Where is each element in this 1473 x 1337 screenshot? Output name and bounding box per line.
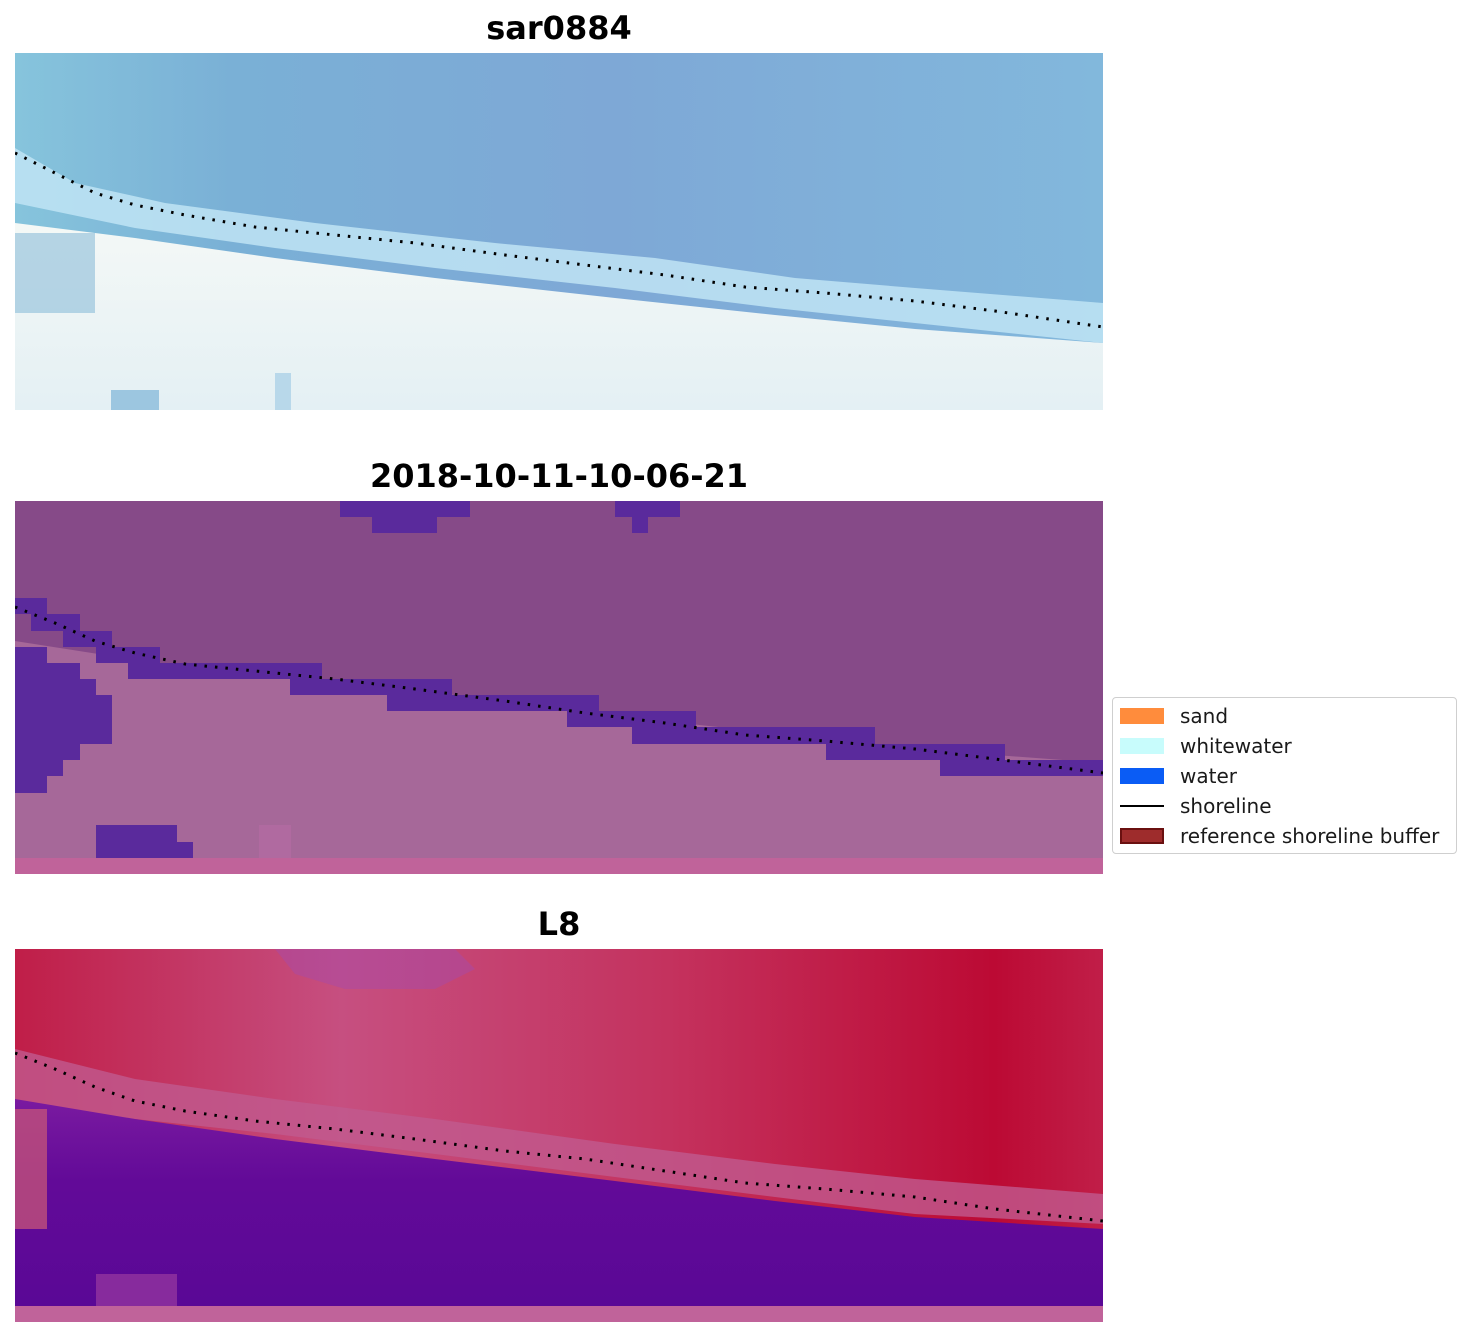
legend: sand whitewater water shoreline referenc… bbox=[1112, 697, 1457, 854]
water-swatch bbox=[1120, 768, 1164, 784]
legend-item-shoreline: shoreline bbox=[1120, 795, 1455, 817]
buffer-block bbox=[96, 842, 193, 858]
legend-item-water: water bbox=[1120, 765, 1455, 787]
buffer-block bbox=[372, 517, 437, 533]
buffer-swatch bbox=[1120, 828, 1164, 844]
edge-strip bbox=[15, 858, 1103, 874]
land-region bbox=[15, 1099, 1103, 1306]
buffer-band bbox=[15, 647, 112, 793]
image-panel-classified bbox=[15, 501, 1103, 874]
buffer-block bbox=[340, 501, 470, 517]
dark-patch bbox=[275, 373, 291, 410]
beach-region bbox=[15, 223, 1103, 410]
pink-plume bbox=[275, 949, 475, 989]
buffer-band bbox=[15, 598, 1103, 776]
legend-label: whitewater bbox=[1180, 734, 1292, 758]
classified-image bbox=[15, 501, 1103, 874]
legend-label: reference shoreline buffer bbox=[1180, 824, 1440, 848]
image-panel-sar bbox=[15, 53, 1103, 410]
legend-label: sand bbox=[1180, 704, 1229, 728]
pink-patch bbox=[96, 1274, 177, 1306]
buffer-block bbox=[632, 517, 648, 533]
panel-title-sar: sar0884 bbox=[486, 9, 632, 47]
legend-item-sand: sand bbox=[1120, 705, 1455, 727]
shoreline bbox=[15, 151, 1103, 329]
foam-band bbox=[15, 148, 1103, 343]
l8-image bbox=[15, 949, 1103, 1322]
whitewater-swatch bbox=[1120, 738, 1164, 754]
land-region bbox=[15, 641, 1103, 858]
panel-title-classified: 2018-10-11-10-06-21 bbox=[369, 457, 749, 495]
shoreline-swatch bbox=[1120, 805, 1164, 807]
pink-patch bbox=[15, 1109, 47, 1229]
legend-label: water bbox=[1180, 764, 1237, 788]
panel-title-l8: L8 bbox=[537, 905, 581, 943]
legend-item-whitewater: whitewater bbox=[1120, 735, 1455, 757]
legend-label: shoreline bbox=[1180, 794, 1272, 818]
buffer-block bbox=[615, 501, 680, 517]
buffer-block bbox=[96, 825, 177, 842]
legend-item-buffer: reference shoreline buffer bbox=[1120, 825, 1455, 847]
sand-swatch bbox=[1120, 708, 1164, 724]
dark-patch bbox=[111, 390, 159, 410]
land-block bbox=[259, 825, 291, 858]
edge-strip bbox=[15, 1306, 1103, 1322]
transition-band bbox=[15, 1049, 1103, 1224]
dark-patch bbox=[15, 233, 95, 313]
image-panel-l8 bbox=[15, 949, 1103, 1322]
sar-image bbox=[15, 53, 1103, 410]
